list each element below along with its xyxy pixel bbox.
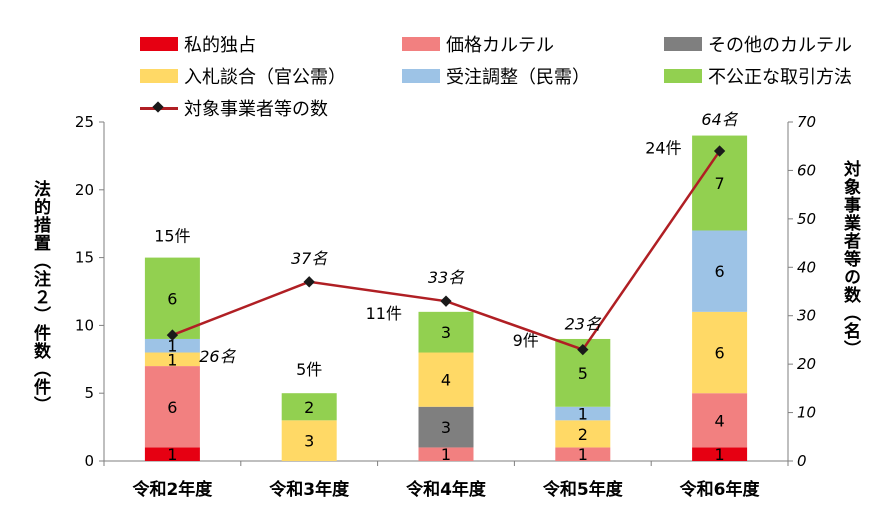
bar-value-label: 3 bbox=[304, 432, 314, 451]
bar-value-label: 3 bbox=[441, 418, 451, 437]
bar-segment bbox=[418, 406, 474, 448]
bar-value-label: 1 bbox=[578, 445, 588, 464]
bar-segment bbox=[418, 352, 474, 407]
bar-value-label: 1 bbox=[167, 445, 177, 464]
total-label: 24件 bbox=[645, 139, 681, 158]
bar-value-label: 5 bbox=[578, 364, 588, 383]
bar-segment bbox=[144, 338, 200, 353]
line-marker bbox=[166, 329, 179, 341]
bar-segment bbox=[418, 311, 474, 353]
legend-item-enterprise-count: 対象事業者等の数 bbox=[140, 95, 328, 121]
bar-segment bbox=[281, 420, 337, 461]
legend-swatch bbox=[140, 37, 178, 51]
bar-segment bbox=[144, 257, 200, 339]
y2-tick-label: 20 bbox=[797, 355, 816, 373]
bar-value-label: 4 bbox=[441, 371, 451, 390]
bar-value-label: 6 bbox=[715, 262, 725, 281]
total-label: 11件 bbox=[366, 304, 402, 323]
line-marker bbox=[713, 145, 726, 157]
legend-swatch bbox=[664, 69, 702, 83]
bar-segment bbox=[692, 311, 748, 394]
bar-segment bbox=[692, 393, 748, 448]
y-axis-title-left: 法的措置（注２）件数（件） bbox=[30, 180, 50, 414]
y-tick-label: 20 bbox=[75, 181, 94, 199]
bar-value-label: 4 bbox=[715, 411, 725, 430]
bar-value-label: 1 bbox=[167, 350, 177, 369]
legend-swatch bbox=[664, 37, 702, 51]
bar-value-label: 1 bbox=[441, 445, 451, 464]
bar-segment bbox=[418, 447, 474, 461]
bar-segment bbox=[555, 420, 611, 448]
x-tick-label: 令和2年度 bbox=[132, 479, 213, 500]
bar-value-label: 2 bbox=[304, 398, 314, 417]
legend-item-price-cartel: 価格カルテル bbox=[402, 31, 554, 57]
bar-value-label: 6 bbox=[715, 344, 725, 363]
total-label: 5件 bbox=[296, 360, 322, 379]
legend-item-other-cartel: その他のカルテル bbox=[664, 31, 852, 57]
y2-tick-label: 40 bbox=[797, 258, 816, 276]
bar-segment bbox=[281, 393, 337, 421]
y-tick-label: 5 bbox=[84, 384, 94, 402]
y2-tick-label: 70 bbox=[797, 113, 816, 131]
y-tick-label: 25 bbox=[75, 113, 94, 131]
line-marker bbox=[303, 276, 315, 288]
legend-item-private-monopoly: 私的独占 bbox=[140, 31, 256, 57]
x-tick-label: 令和3年度 bbox=[269, 479, 350, 500]
bar-value-label: 6 bbox=[167, 398, 177, 417]
legend-label: その他のカルテル bbox=[708, 35, 852, 56]
legend-label: 価格カルテル bbox=[446, 35, 554, 56]
bar-value-label: 1 bbox=[715, 445, 725, 464]
legend-swatch bbox=[402, 69, 440, 83]
legend-item-bid-rigging: 入札談合（官公需） bbox=[140, 63, 346, 89]
y2-tick-label: 60 bbox=[797, 161, 816, 179]
legend-line-marker bbox=[140, 101, 178, 115]
legend-item-unfair-trade: 不公正な取引方法 bbox=[664, 63, 852, 89]
bar-segment bbox=[144, 352, 200, 367]
bar-segment bbox=[692, 447, 748, 461]
line-value-label: 37名 bbox=[291, 249, 328, 268]
legend-swatch bbox=[140, 69, 178, 83]
legend-item-order-adjustment: 受注調整（民需） bbox=[402, 63, 590, 89]
legend-label: 受注調整（民需） bbox=[446, 67, 590, 88]
line-value-label: 64名 bbox=[701, 110, 738, 129]
y-tick-label: 15 bbox=[75, 249, 94, 267]
bar-value-label: 3 bbox=[441, 323, 451, 342]
y2-tick-label: 30 bbox=[797, 307, 816, 325]
line-value-label: 33名 bbox=[428, 268, 465, 287]
y2-tick-label: 10 bbox=[797, 404, 816, 422]
total-label: 15件 bbox=[154, 227, 190, 246]
x-tick-label: 令和4年度 bbox=[406, 479, 487, 500]
bar-value-label: 7 bbox=[715, 174, 725, 193]
bar-value-label: 2 bbox=[578, 425, 588, 444]
bar-segment bbox=[144, 366, 200, 448]
x-tick-label: 令和5年度 bbox=[543, 479, 624, 500]
total-label: 9件 bbox=[513, 331, 539, 350]
bar-segment bbox=[692, 230, 748, 312]
legend-label: 不公正な取引方法 bbox=[708, 67, 852, 88]
x-tick-label: 令和6年度 bbox=[680, 479, 761, 500]
legend-label: 対象事業者等の数 bbox=[184, 99, 328, 120]
bar-segment bbox=[144, 447, 200, 461]
bar-value-label: 6 bbox=[167, 289, 177, 308]
legend-swatch bbox=[402, 37, 440, 51]
bar-value-label: 1 bbox=[167, 337, 177, 356]
y2-tick-label: 50 bbox=[797, 210, 816, 228]
legend-label: 私的独占 bbox=[184, 35, 256, 56]
bar-value-label: 1 bbox=[578, 405, 588, 424]
bar-segment bbox=[555, 406, 611, 421]
line-marker bbox=[440, 295, 452, 307]
bar-segment bbox=[555, 447, 611, 461]
line-marker bbox=[577, 343, 589, 356]
y-tick-label: 0 bbox=[84, 452, 94, 470]
line-value-label: 23名 bbox=[565, 315, 602, 334]
legend-label: 入札談合（官公需） bbox=[184, 67, 346, 88]
y-axis-title-right: 対象事業者等の数（名） bbox=[840, 160, 860, 358]
line-value-label: 26名 bbox=[199, 347, 236, 366]
y2-tick-label: 0 bbox=[797, 452, 807, 470]
y-tick-label: 10 bbox=[75, 316, 94, 334]
